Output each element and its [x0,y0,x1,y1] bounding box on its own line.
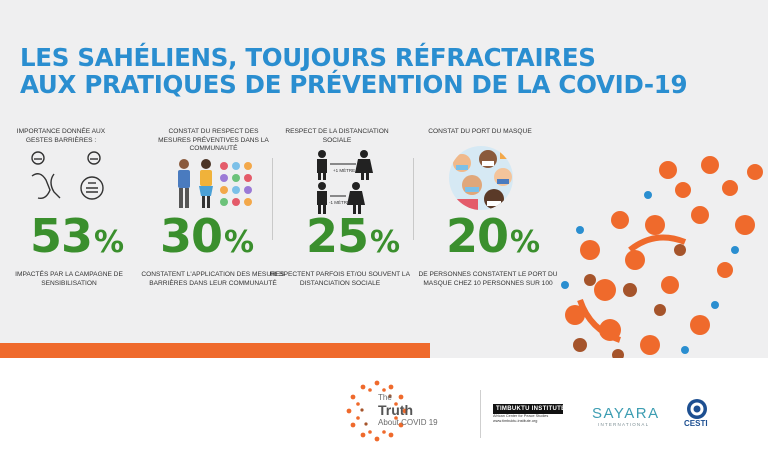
distance-label-bottom: -1 MÈTRE [329,200,351,205]
percent-sign: % [510,225,540,260]
hands-washing-icon [31,151,104,200]
cesti-emblem-icon [687,399,707,419]
sayara-sub-label: INTERNATIONAL [598,422,650,427]
stat-percent: 20% [446,213,540,260]
stat-header-block: RESPECT DE LA DISTANCIATION SOCIALE [282,128,392,154]
stat-value: 25 [306,209,369,263]
preventive-measures-icon [220,162,252,206]
stat-percent: 25% [306,213,400,260]
distance-label-top: +1 MÈTRE [333,168,356,173]
stat-header: CONSTAT DU RESPECT DES MESURES PRÉVENTIV… [158,128,269,152]
column-divider [413,158,414,240]
truth-the-label: The [378,393,392,402]
title-line-1: LES SAHÉLIENS, TOUJOURS RÉFRACTAIRES [20,43,596,72]
people-icon [178,159,213,208]
stat-header: CONSTAT DU PORT DU MASQUE [428,128,532,135]
stat-header: IMPORTANCE DONNÉE AUX GESTES BARRIÈRES : [16,128,106,144]
timbuktu-logo: TIMBUKTU INSTITUTE African Center for Pe… [493,404,565,424]
percent-sign: % [370,225,400,260]
decorative-virus-dots-icon [561,156,763,358]
column-divider [272,158,273,240]
stat-caption: CONSTATENT L'APPLICATION DES MESURES BAR… [141,271,285,287]
timbuktu-name: TIMBUKTU INSTITUTE [493,404,565,414]
stat-value: 53 [30,209,93,263]
title-line-2: AUX PRATIQUES DE PRÉVENTION DE LA COVID-… [20,70,688,99]
masked-crowd-icon [449,146,513,210]
stat-caption: IMPACTÉS PAR LA CAMPAGNE DE SENSIBILISAT… [15,271,123,287]
page-title: LES SAHÉLIENS, TOUJOURS RÉFRACTAIRES AUX… [20,43,688,99]
timbuktu-line-1: African Center for Peace Studies [493,414,549,418]
truth-main-label: Truth [378,402,413,418]
cesti-logo-text: CESTI [684,419,708,428]
stat-value: 30 [160,209,223,263]
stat-percent: 53% [30,213,124,260]
stat-header-block: CONSTAT DU PORT DU MASQUE [420,128,540,154]
distancing-icon [317,150,373,214]
stat-value: 20 [446,209,509,263]
truth-about-label: About COVID 19 [378,418,438,427]
truth-about-covid-logo-icon [346,380,408,442]
stat-caption: DE PERSONNES CONSTATENT LE PORT DU MASQU… [418,271,558,287]
footer-divider [480,390,481,438]
stat-caption: RESPECTENT PARFOIS ET/OU SOUVENT LA DIST… [270,271,410,287]
infographic-panel: LES SAHÉLIENS, TOUJOURS RÉFRACTAIRES AUX… [0,0,768,358]
timbuktu-line-2: www.timbuktu-institute.org [493,419,538,423]
orange-accent-band [0,343,430,358]
stat-header-block: CONSTAT DU RESPECT DES MESURES PRÉVENTIV… [156,128,271,154]
stat-percent: 30% [160,213,254,260]
percent-sign: % [224,225,254,260]
stat-header-block: IMPORTANCE DONNÉE AUX GESTES BARRIÈRES : [16,128,106,154]
stat-header: RESPECT DE LA DISTANCIATION SOCIALE [285,128,389,144]
percent-sign: % [94,225,124,260]
sayara-logo: SAYARA [592,405,660,422]
truth-logo-text: The Truth About COVID 19 [378,393,438,428]
